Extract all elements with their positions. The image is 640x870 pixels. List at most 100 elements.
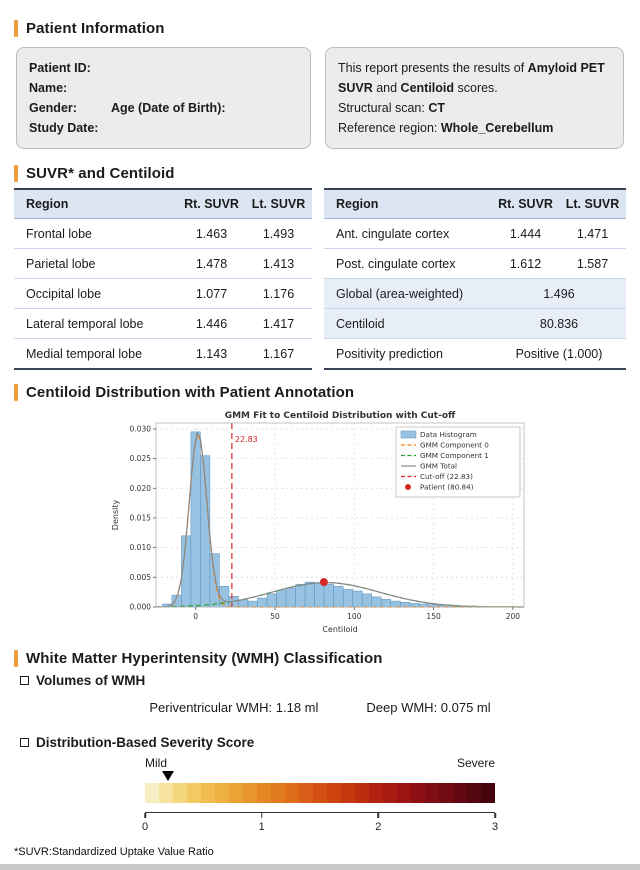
periventricular-wmh-value: Periventricular WMH: 1.18 ml (149, 700, 319, 715)
region-cell: Occipital lobe (14, 278, 178, 309)
patient-info-title: Patient Information (26, 20, 165, 37)
structural-scan-label: Structural scan: (338, 101, 429, 115)
severity-marker-icon (162, 771, 175, 781)
table-row: Frontal lobe 1.463 1.493 (14, 218, 312, 249)
distribution-title: Centiloid Distribution with Patient Anno… (26, 384, 355, 401)
patient-info-heading: Patient Information (14, 20, 626, 37)
severity-segment (341, 783, 355, 803)
table-row: Post. cingulate cortex 1.612 1.587 (324, 248, 626, 279)
severity-segment (145, 783, 159, 803)
name-row: Name: (29, 78, 298, 98)
axis-tick-label: 2 (375, 821, 382, 833)
table-row: Global (area-weighted) 1.496 (324, 278, 626, 309)
value-cell: 1.176 (245, 278, 312, 309)
axis-tick (260, 813, 263, 818)
region-cell: Frontal lobe (14, 218, 178, 249)
severity-segment (369, 783, 383, 803)
value-cell: 1.417 (245, 308, 312, 339)
suvr-table-left-body: Frontal lobe 1.463 1.493 Parietal lobe 1.478… (14, 218, 312, 370)
severity-segment (201, 783, 215, 803)
reference-region-line: Reference region: Whole_Cerebellum (338, 118, 611, 138)
table-row: Medial temporal lobe 1.143 1.167 (14, 338, 312, 370)
study-date-row: Study Date: (29, 118, 298, 138)
severity-segment (355, 783, 369, 803)
svg-text:100: 100 (347, 612, 362, 621)
value-cell: 1.413 (245, 248, 312, 279)
suvr-tables: Region Rt. SUVR Lt. SUVR Frontal lobe 1.4… (14, 188, 626, 370)
page-edge-strip (0, 864, 640, 870)
report-note-line1: This report presents the results of Amyl… (338, 58, 611, 98)
svg-text:GMM Component 1: GMM Component 1 (420, 451, 489, 460)
distribution-heading: Centiloid Distribution with Patient Anno… (14, 384, 626, 401)
severity-segment (187, 783, 201, 803)
axis-tick-label: 0 (141, 821, 149, 833)
wmh-volume-values: Periventricular WMH: 1.18 ml Deep WMH: 0… (14, 700, 626, 715)
rt-suvr-header: Rt. SUVR (492, 188, 559, 219)
region-cell: Parietal lobe (14, 248, 178, 279)
lt-suvr-header: Lt. SUVR (245, 188, 312, 219)
gmm-chart: 22.83 0.000 0.005 0.010 0.015 0.020 0.025 0.030… (108, 407, 532, 642)
severity-segment (425, 783, 439, 803)
region-header: Region (14, 188, 178, 219)
note-bold-centiloid: Centiloid (400, 81, 455, 95)
severity-segment (173, 783, 187, 803)
wmh-heading: White Matter Hyperintensity (WMH) Classi… (14, 650, 626, 667)
severity-segment (327, 783, 341, 803)
axis-tick-label: 1 (258, 821, 265, 833)
region-cell: Centiloid (324, 308, 492, 339)
region-cell: Global (area-weighted) (324, 278, 492, 309)
table-row: Lateral temporal lobe 1.446 1.417 (14, 308, 312, 339)
svg-text:0.015: 0.015 (130, 513, 152, 522)
suvr-heading: SUVR* and Centiloid (14, 165, 626, 182)
severity-endpoint-labels: Mild Severe (145, 756, 495, 770)
severity-segment (285, 783, 299, 803)
severity-segment (467, 783, 481, 803)
severe-label: Severe (456, 756, 495, 770)
region-cell: Post. cingulate cortex (324, 248, 492, 279)
svg-text:Patient (80.84): Patient (80.84) (420, 483, 474, 492)
severity-axis: 0 1 2 3 (141, 812, 498, 836)
svg-text:GMM Total: GMM Total (420, 462, 457, 471)
patient-id-box: Patient ID: Name: Gender: Age (Date of Bi… (16, 47, 311, 149)
patient-id-row: Patient ID: (29, 58, 298, 78)
rt-suvr-header: Rt. SUVR (178, 188, 245, 219)
value-cell: 1.587 (559, 248, 626, 279)
table-row: Positivity prediction Positive (1.000) (324, 338, 626, 370)
mild-label: Mild (145, 756, 168, 770)
svg-text:0.000: 0.000 (130, 603, 152, 612)
lt-suvr-header: Lt. SUVR (559, 188, 626, 219)
gmm-chart-container: 22.83 0.000 0.005 0.010 0.015 0.020 0.025 0.030… (14, 407, 626, 642)
suvr-table-left: Region Rt. SUVR Lt. SUVR Frontal lobe 1.4… (14, 188, 312, 370)
value-cell: 1.143 (178, 338, 245, 370)
note-text: and (372, 81, 401, 95)
severity-segment (299, 783, 313, 803)
heading-accent-bar (14, 165, 18, 182)
value-cell: 1.444 (492, 218, 559, 249)
note-text: scores. (454, 81, 498, 95)
reference-region-value: Whole_Cerebellum (440, 121, 554, 135)
svg-text:0.005: 0.005 (130, 573, 152, 582)
suvr-footnote: *SUVR:Standardized Uptake Value Ratio (14, 846, 214, 858)
heading-accent-bar (14, 20, 18, 37)
heading-accent-bar (14, 384, 18, 401)
table-row: Occipital lobe 1.077 1.176 (14, 278, 312, 309)
value-cell: 1.478 (178, 248, 245, 279)
value-cell: 1.077 (178, 278, 245, 309)
svg-text:200: 200 (506, 612, 521, 621)
svg-text:0.010: 0.010 (130, 543, 152, 552)
severity-segment (271, 783, 285, 803)
svg-text:0: 0 (193, 612, 198, 621)
svg-text:22.83: 22.83 (235, 435, 258, 444)
reference-region-label: Reference region: (338, 121, 441, 135)
svg-text:0.020: 0.020 (130, 484, 152, 493)
severity-segment (383, 783, 397, 803)
severity-segment (229, 783, 243, 803)
structural-scan-line: Structural scan: CT (338, 98, 611, 118)
value-cell: 80.836 (492, 308, 626, 339)
value-cell: 1.167 (245, 338, 312, 370)
region-cell: Medial temporal lobe (14, 338, 178, 370)
checkbox-square-icon (20, 738, 29, 747)
wmh-volumes-label: Volumes of WMH (36, 673, 146, 688)
region-cell: Positivity prediction (324, 338, 492, 370)
value-cell: 1.471 (559, 218, 626, 249)
